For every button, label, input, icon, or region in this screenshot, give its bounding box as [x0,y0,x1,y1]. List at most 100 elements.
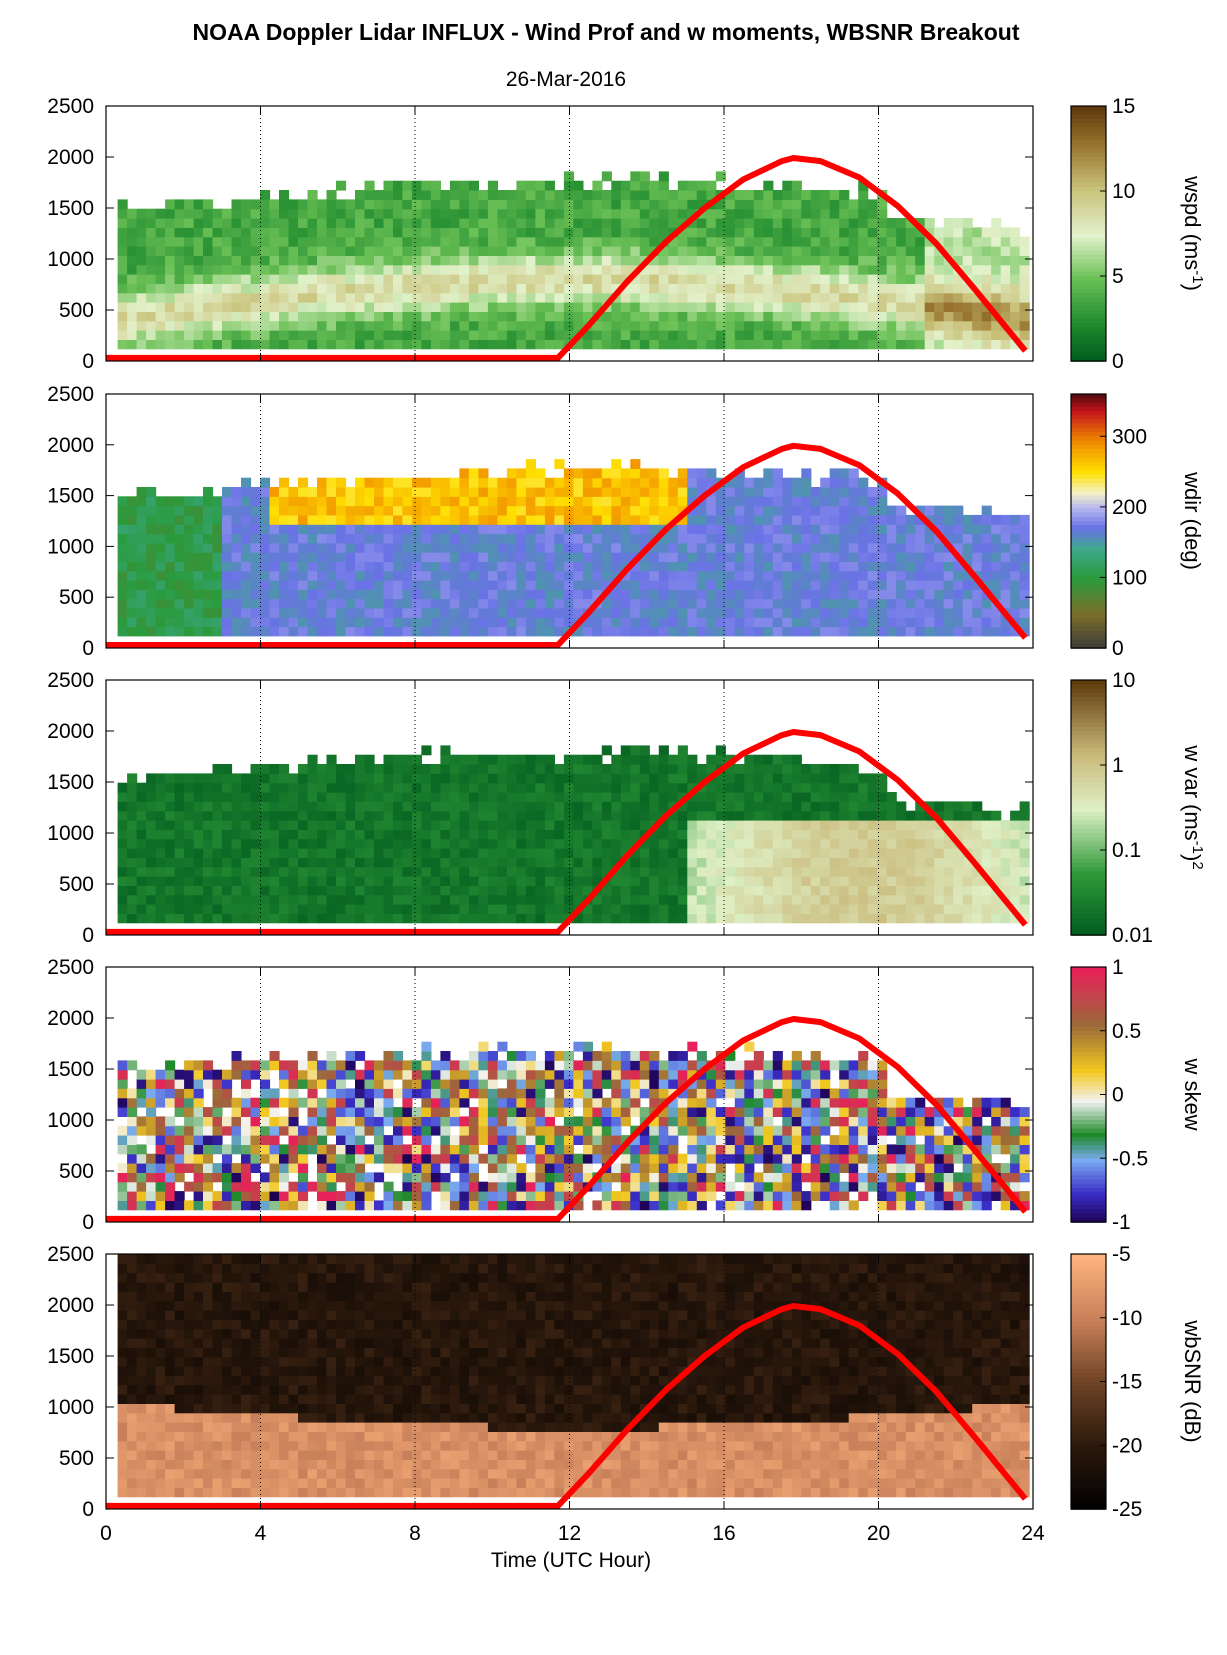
heatmap-cell [525,764,536,774]
heatmap-cell [506,199,517,210]
heatmap-cell [402,810,413,821]
heatmap-cell [753,561,764,572]
heatmap-cell [374,496,385,507]
heatmap-cell [592,505,603,516]
heatmap-cell [516,848,527,858]
heatmap-cell [516,190,527,200]
heatmap-cell [326,199,337,210]
heatmap-cell [696,617,707,628]
heatmap-cell [155,264,166,275]
heatmap-cell [848,801,859,812]
heatmap-cell [402,487,413,497]
heatmap-cell [611,274,622,284]
heatmap-cell [554,829,565,840]
heatmap-cell [421,533,432,544]
heatmap-cell [829,208,840,219]
colorbar-tick-label: 200 [1112,496,1147,519]
heatmap-cell [924,264,935,275]
heatmap-cell [839,514,850,525]
heatmap-cell [165,514,176,525]
heatmap-cell [563,894,574,905]
heatmap-cell [668,570,679,581]
heatmap-cell [203,255,214,266]
heatmap-cell [829,292,840,303]
heatmap-cell [687,255,698,266]
heatmap-cell [231,829,242,840]
heatmap-cell [829,514,840,525]
heatmap-cell [345,829,356,840]
heatmap-cell [905,330,916,340]
heatmap-cell [896,829,907,840]
heatmap-cell [829,246,840,256]
heatmap-cell [393,302,404,312]
heatmap-cell [364,505,375,516]
heatmap-cell [915,255,926,266]
heatmap-cell [478,468,489,479]
heatmap-cell [611,810,622,821]
heatmap-cell [364,552,375,562]
heatmap-cell [336,227,347,238]
heatmap-cell [279,311,290,322]
heatmap-cell [801,820,812,830]
heatmap-cell [421,829,432,840]
heatmap-cell [677,801,688,812]
heatmap-cell [582,838,593,849]
heatmap-cell [658,866,669,877]
heatmap-cell [374,199,385,210]
heatmap-cell [848,264,859,275]
heatmap-cell [991,810,1002,821]
heatmap-cell [269,552,280,562]
heatmap-cell [991,617,1002,628]
heatmap-cell [649,589,660,600]
heatmap-cell [611,607,622,618]
heatmap-cell [630,561,641,572]
heatmap-cell [326,792,337,802]
heatmap-cell [317,477,328,488]
heatmap-cell [288,626,299,637]
heatmap-cell [668,904,679,914]
heatmap-cell [336,820,347,830]
heatmap-cell [193,264,204,275]
heatmap-cell [260,227,271,238]
heatmap-cell [896,820,907,830]
heatmap-cell [487,208,498,219]
heatmap-cell [374,311,385,322]
heatmap-cell [601,255,612,266]
heatmap-cell [1010,246,1021,256]
heatmap-cell [791,764,802,774]
heatmap-cell [193,782,204,793]
heatmap-cell [117,514,128,525]
heatmap-cell [924,533,935,544]
heatmap-cell [554,330,565,340]
colorbar-segment [1071,259,1106,264]
heatmap-cell [516,885,527,896]
heatmap-cell [981,227,992,238]
heatmap-cell [867,913,878,924]
heatmap-cell [905,533,916,544]
heatmap-cell [801,904,812,914]
heatmap-cell [355,264,366,275]
heatmap-cell [127,552,138,562]
heatmap-cell [725,496,736,507]
heatmap-cell [554,236,565,247]
heatmap-cell [1019,524,1030,535]
heatmap-cell [231,801,242,812]
heatmap-cell [307,311,318,322]
heatmap-cell [383,311,394,322]
heatmap-cell [535,894,546,905]
heatmap-cell [962,617,973,628]
heatmap-cell [279,904,290,914]
heatmap-cell [820,190,831,200]
heatmap-cell [174,913,185,924]
heatmap-cell [402,570,413,581]
heatmap-cell [525,283,536,294]
heatmap-cell [516,302,527,312]
heatmap-cell [279,505,290,516]
heatmap-cell [573,589,584,600]
heatmap-cell [744,302,755,312]
heatmap-cell [725,302,736,312]
heatmap-cell [886,838,897,849]
heatmap-cell [858,477,869,488]
heatmap-cell [658,764,669,774]
heatmap-cell [782,754,793,765]
